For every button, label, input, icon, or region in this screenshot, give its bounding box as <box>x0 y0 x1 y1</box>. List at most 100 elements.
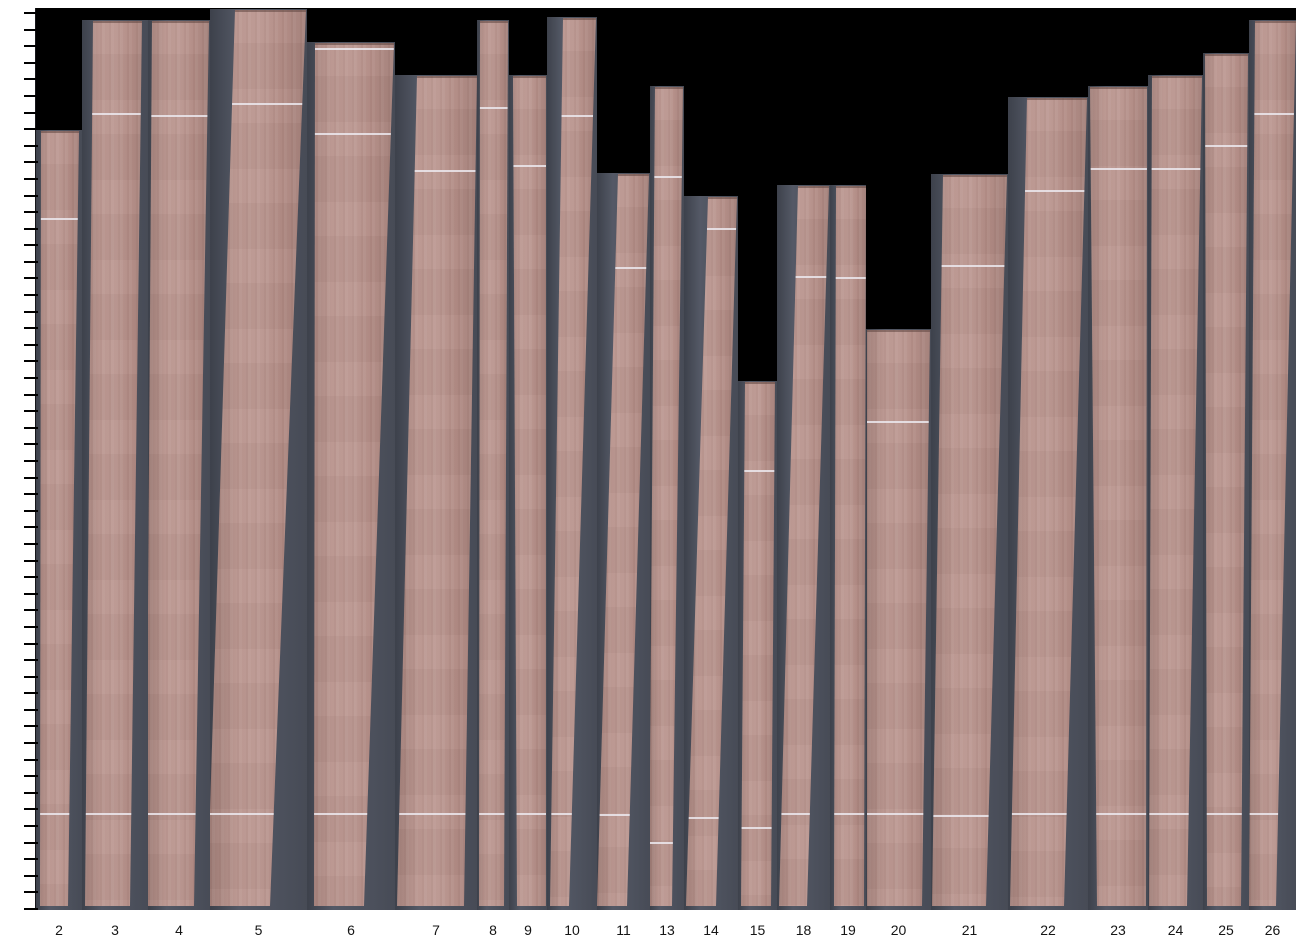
y-axis-tick <box>24 891 38 893</box>
chalk-mark <box>597 267 649 269</box>
y-axis-tick <box>24 842 38 844</box>
wood-top-edge <box>550 18 596 20</box>
board-strip-21 <box>931 174 1008 910</box>
y-axis-tick <box>24 543 38 545</box>
y-axis-tick <box>24 643 38 645</box>
y-axis-tick <box>24 78 38 80</box>
chalk-mark <box>397 813 477 815</box>
y-axis-tick <box>24 875 38 877</box>
chalk-mark <box>867 421 930 423</box>
y-axis-tick <box>24 62 38 64</box>
chalk-mark <box>148 115 209 117</box>
x-label-13: 13 <box>659 922 675 938</box>
y-axis-tick <box>24 576 38 578</box>
y-axis-tick <box>24 12 38 14</box>
wood-top-edge <box>932 175 1007 177</box>
x-label-18: 18 <box>795 922 812 938</box>
y-axis-tick <box>24 792 38 794</box>
board-strip-26 <box>1249 20 1296 910</box>
wood-top-edge <box>479 21 508 23</box>
chalk-mark <box>210 103 306 105</box>
chalk-mark <box>85 113 142 115</box>
wood-top-edge <box>1090 87 1147 89</box>
x-label-5: 5 <box>254 922 263 938</box>
chalk-mark <box>686 228 737 230</box>
y-axis-tick <box>24 277 38 279</box>
chalk-mark <box>686 817 737 819</box>
chalk-mark <box>479 107 508 109</box>
chalk-mark <box>932 265 1007 267</box>
board-strip-22 <box>1008 97 1088 910</box>
y-axis-tick <box>24 742 38 744</box>
x-label-8: 8 <box>489 922 497 938</box>
board-strip-20 <box>866 329 931 910</box>
x-label-22: 22 <box>1040 922 1056 938</box>
board-strip-13 <box>650 86 684 910</box>
wood-top-edge <box>686 197 737 199</box>
y-axis-tick <box>24 344 38 346</box>
board-strip-10 <box>547 17 597 910</box>
chalk-mark <box>314 133 394 135</box>
chalk-mark <box>741 470 775 472</box>
board-strip-25 <box>1203 53 1249 910</box>
wood-board-23 <box>1090 87 1147 906</box>
chalk-mark <box>210 813 306 815</box>
y-axis-tick <box>24 161 38 163</box>
y-axis-tick <box>24 443 38 445</box>
wood-top-edge <box>1249 21 1296 23</box>
chalk-mark <box>1249 813 1296 815</box>
wood-top-edge <box>597 174 649 176</box>
y-axis-tick <box>24 244 38 246</box>
x-label-25: 25 <box>1218 922 1234 938</box>
y-axis-tick <box>24 211 38 213</box>
board-strip-2 <box>36 130 82 910</box>
y-axis-tick <box>24 95 38 97</box>
wood-top-edge <box>650 87 683 89</box>
wood-board-8 <box>479 21 508 906</box>
wood-board-9 <box>513 76 546 906</box>
board-strip-19 <box>830 185 866 910</box>
x-label-15: 15 <box>749 922 766 938</box>
chalk-mark <box>1090 168 1147 170</box>
board-strip-24 <box>1148 75 1203 910</box>
chalk-mark <box>1205 145 1248 147</box>
y-axis-tick <box>24 808 38 810</box>
y-axis-tick <box>24 825 38 827</box>
y-axis-tick <box>24 725 38 727</box>
y-axis-tick <box>24 560 38 562</box>
x-label-3: 3 <box>111 922 119 938</box>
chalk-mark <box>650 842 683 844</box>
y-axis-tick <box>24 29 38 31</box>
wood-top-edge <box>314 43 394 45</box>
y-axis-tick <box>24 593 38 595</box>
chalk-mark <box>650 176 683 178</box>
wood-board-15 <box>741 382 775 906</box>
chalk-mark <box>397 170 477 172</box>
wood-top-edge <box>1010 98 1087 100</box>
y-axis-tick <box>24 327 38 329</box>
y-axis-tick <box>24 858 38 860</box>
y-axis-tick <box>24 775 38 777</box>
y-axis-tick <box>24 427 38 429</box>
wood-top-edge <box>397 76 477 78</box>
chalk-mark <box>513 165 546 167</box>
board-strip-4 <box>148 20 210 910</box>
chalk-mark <box>867 813 930 815</box>
board-strip-9 <box>509 75 547 910</box>
y-axis-tick <box>24 360 38 362</box>
x-label-6: 6 <box>347 922 355 938</box>
chalk-mark <box>1149 813 1202 815</box>
y-axis-tick <box>24 228 38 230</box>
wood-board-25 <box>1205 54 1248 906</box>
x-label-14: 14 <box>703 922 719 938</box>
chalk-mark <box>85 813 142 815</box>
y-axis-tick <box>24 145 38 147</box>
wood-board-20 <box>867 330 930 906</box>
x-label-19: 19 <box>840 922 856 938</box>
y-axis-tick <box>24 377 38 379</box>
board-strip-8 <box>477 20 509 910</box>
